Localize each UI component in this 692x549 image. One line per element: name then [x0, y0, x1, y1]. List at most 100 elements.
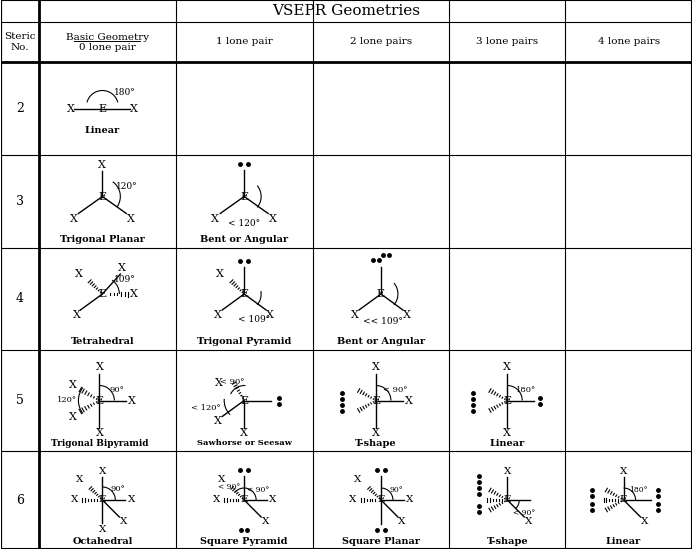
Text: E: E: [377, 496, 385, 505]
Text: X: X: [398, 517, 406, 525]
Text: E: E: [503, 395, 511, 406]
Text: X: X: [215, 378, 223, 389]
Text: X: X: [211, 214, 219, 223]
Text: X: X: [98, 160, 107, 170]
Text: X: X: [240, 429, 248, 439]
Text: E: E: [240, 496, 248, 505]
Text: X: X: [127, 496, 135, 505]
Text: < 90°: < 90°: [220, 378, 244, 385]
Text: 120°: 120°: [116, 182, 137, 191]
Text: E: E: [240, 289, 248, 299]
Text: 180°: 180°: [113, 88, 135, 97]
Text: < 120°: < 120°: [228, 219, 260, 228]
Text: Square Planar: Square Planar: [342, 536, 420, 546]
Text: X: X: [73, 310, 80, 320]
Text: X: X: [95, 362, 103, 373]
Text: 0 lone pair: 0 lone pair: [79, 43, 136, 53]
Text: X: X: [215, 310, 222, 320]
Text: X: X: [130, 289, 138, 299]
Text: X: X: [69, 412, 76, 423]
Text: X: X: [349, 496, 356, 505]
Text: Linear: Linear: [606, 536, 641, 546]
Text: X: X: [266, 310, 274, 320]
Text: E: E: [98, 289, 107, 299]
Text: X: X: [503, 429, 511, 439]
Text: 90°: 90°: [110, 385, 125, 394]
Text: Bent or Angular: Bent or Angular: [337, 338, 425, 346]
Text: E: E: [240, 192, 248, 201]
Text: 180°: 180°: [516, 385, 536, 394]
Text: E: E: [98, 192, 107, 201]
Text: X: X: [212, 496, 220, 505]
Text: X: X: [69, 380, 76, 390]
Text: X: X: [503, 362, 511, 373]
Text: T-shape: T-shape: [486, 536, 528, 546]
Text: X: X: [403, 310, 411, 320]
Text: X: X: [269, 214, 277, 223]
Text: X: X: [641, 517, 648, 525]
Text: X: X: [120, 517, 127, 525]
Text: X: X: [215, 417, 222, 427]
Text: X: X: [372, 362, 380, 373]
Text: Linear: Linear: [490, 439, 525, 447]
Text: X: X: [95, 429, 103, 439]
Text: 4 lone pairs: 4 lone pairs: [597, 37, 659, 47]
Text: Octahedral: Octahedral: [72, 536, 133, 546]
Text: VSEPR Geometries: VSEPR Geometries: [273, 4, 421, 18]
Text: Basic Geometry: Basic Geometry: [66, 32, 149, 42]
Text: Trigonal Pyramid: Trigonal Pyramid: [197, 338, 291, 346]
Text: X: X: [269, 496, 277, 505]
Text: X: X: [69, 214, 78, 223]
Text: Square Pyramid: Square Pyramid: [201, 536, 288, 546]
Text: < 90°: < 90°: [218, 483, 240, 491]
Text: E: E: [240, 395, 248, 406]
Text: < 120°: < 120°: [192, 405, 221, 412]
Text: X: X: [525, 517, 532, 525]
Text: X: X: [354, 474, 362, 484]
Text: Sawhorse or Seesaw: Sawhorse or Seesaw: [197, 439, 291, 447]
Text: X: X: [406, 496, 414, 505]
Text: 90°: 90°: [389, 486, 403, 494]
Text: X: X: [372, 429, 380, 439]
Text: X: X: [71, 496, 78, 505]
Text: 5: 5: [16, 394, 24, 407]
Text: X: X: [217, 474, 225, 484]
Text: E: E: [372, 395, 380, 406]
Text: E: E: [99, 496, 106, 505]
Text: X: X: [129, 395, 136, 406]
Text: << 109°: << 109°: [363, 317, 403, 326]
Text: X: X: [262, 517, 268, 525]
Text: < 90°: < 90°: [247, 486, 269, 494]
Text: X: X: [504, 467, 511, 475]
Text: X: X: [127, 214, 135, 223]
Text: X: X: [217, 269, 224, 279]
Text: Linear: Linear: [84, 126, 120, 135]
Text: T-shape: T-shape: [355, 439, 397, 447]
Text: X: X: [118, 263, 126, 273]
Text: Trigonal Bipyramid: Trigonal Bipyramid: [51, 439, 148, 447]
Text: Tetrahedral: Tetrahedral: [71, 338, 134, 346]
Text: E: E: [377, 289, 385, 299]
Text: 1 lone pair: 1 lone pair: [216, 37, 273, 47]
Text: 2: 2: [16, 102, 24, 115]
Text: X: X: [405, 395, 413, 406]
Text: 180°: 180°: [629, 486, 648, 494]
Text: Steric
No.: Steric No.: [4, 32, 36, 52]
Text: X: X: [130, 104, 138, 114]
Text: X: X: [99, 524, 106, 534]
Text: 4: 4: [16, 293, 24, 305]
Text: 6: 6: [16, 494, 24, 507]
Text: 109°: 109°: [113, 274, 135, 283]
Text: X: X: [351, 310, 359, 320]
Text: E: E: [620, 496, 628, 505]
Text: E: E: [504, 496, 511, 505]
Text: 120°: 120°: [57, 396, 78, 405]
Text: 2 lone pairs: 2 lone pairs: [350, 37, 412, 47]
Text: 90°: 90°: [111, 485, 126, 493]
Text: X: X: [620, 467, 627, 475]
Text: Trigonal Planar: Trigonal Planar: [60, 236, 145, 244]
Text: X: X: [75, 474, 83, 484]
Text: X: X: [66, 104, 74, 114]
Text: X: X: [99, 467, 106, 475]
Text: 3 lone pairs: 3 lone pairs: [476, 37, 538, 47]
